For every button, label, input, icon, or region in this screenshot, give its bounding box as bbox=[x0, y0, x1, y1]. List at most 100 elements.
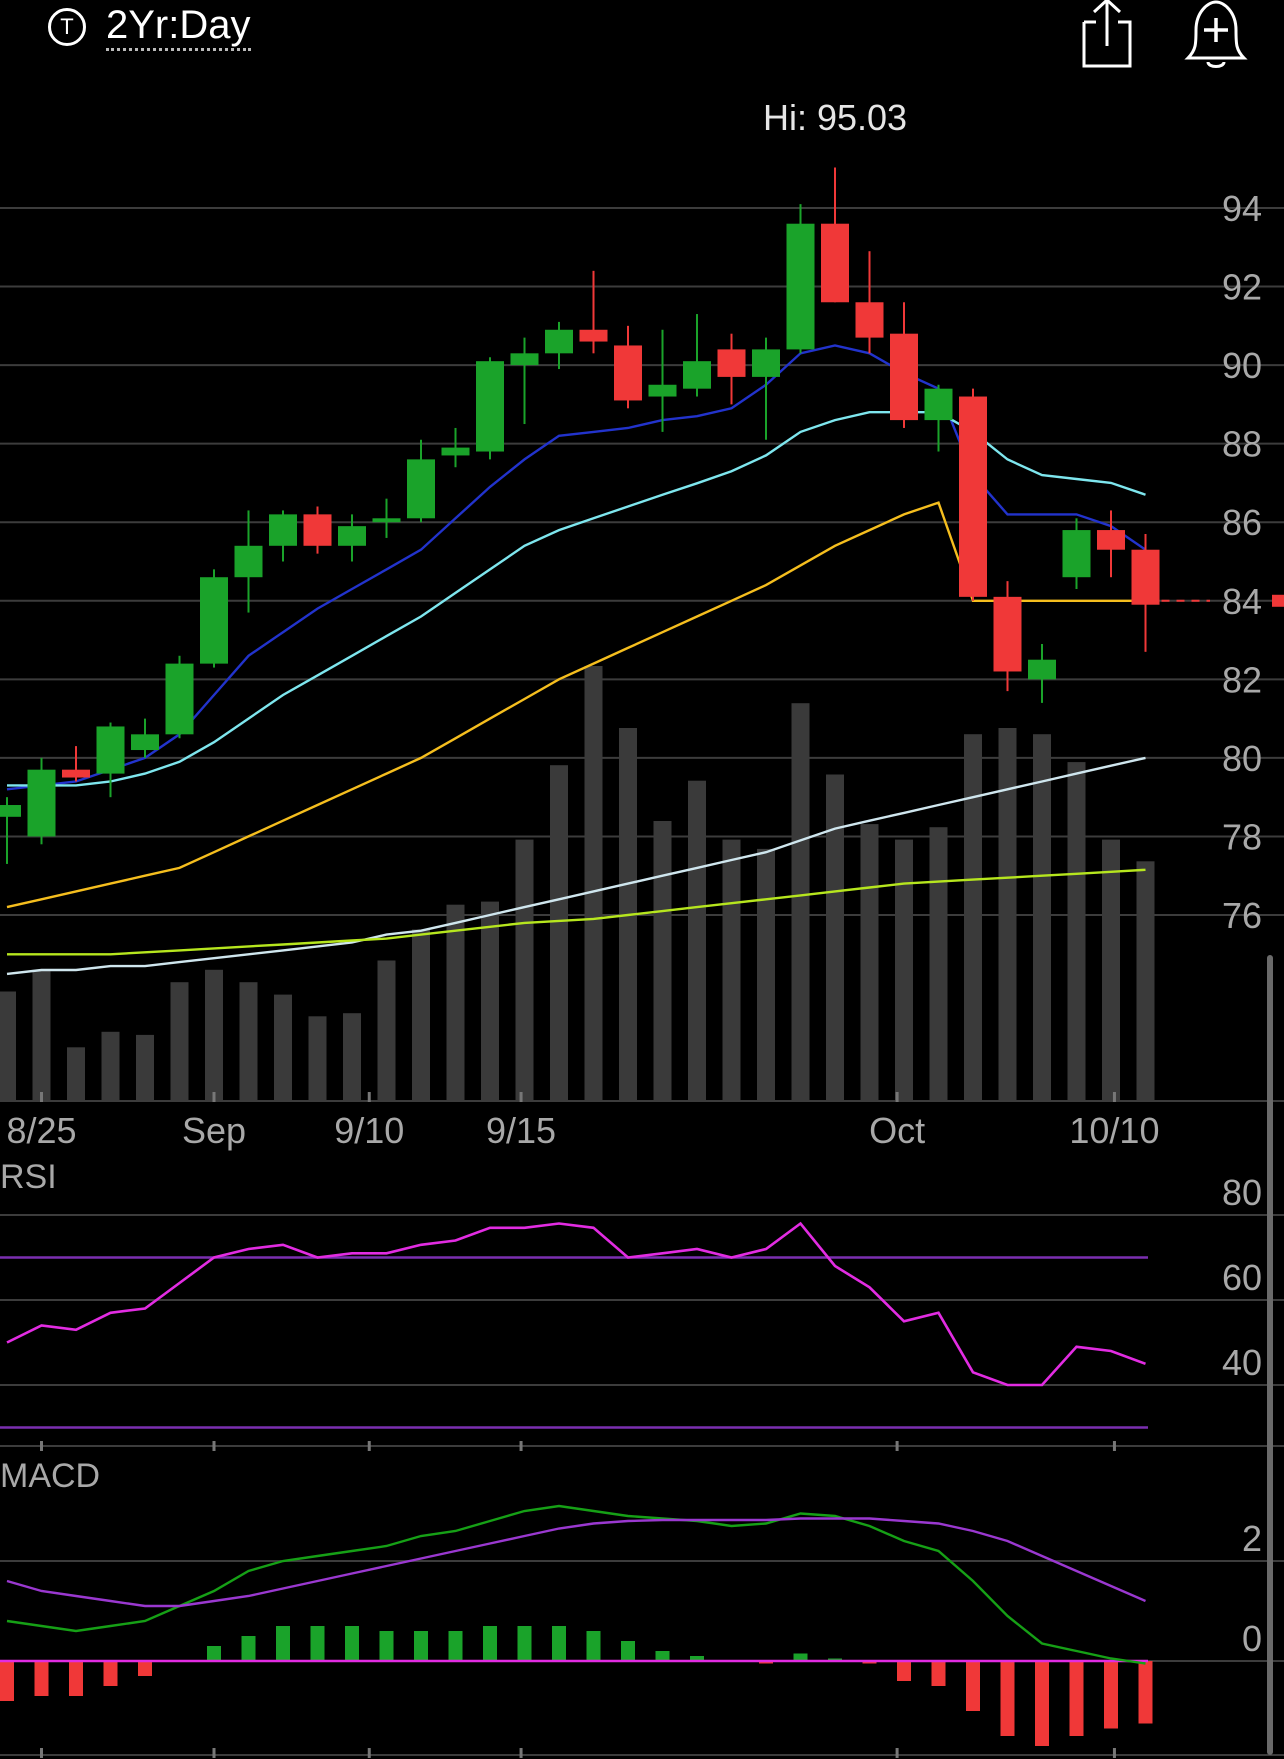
macd-histogram-bar bbox=[621, 1641, 635, 1661]
volume-bar bbox=[1136, 861, 1155, 1100]
price-tick-label: 76 bbox=[1222, 895, 1262, 936]
up-candle bbox=[338, 514, 366, 562]
macd-histogram-bar bbox=[138, 1661, 152, 1676]
volume-bar bbox=[67, 1047, 85, 1100]
down-candle bbox=[821, 167, 849, 303]
vertical-scrollbar[interactable] bbox=[1267, 955, 1273, 1755]
chart-header: T 2Yr:Day bbox=[0, 0, 1284, 70]
candle-body bbox=[579, 329, 608, 342]
macd-histogram-bar bbox=[1000, 1661, 1015, 1736]
date-tick-label: 9/15 bbox=[486, 1110, 556, 1151]
volume-bar bbox=[205, 969, 223, 1100]
moving-average-lines bbox=[6, 344, 1147, 976]
candle-body bbox=[269, 514, 297, 546]
macd-series-line bbox=[6, 1504, 1146, 1665]
price-tick-label: 92 bbox=[1222, 267, 1262, 308]
candle-body bbox=[959, 396, 987, 597]
macd-histogram-bar bbox=[483, 1626, 497, 1661]
candle-body bbox=[1062, 530, 1091, 578]
candle-body bbox=[0, 805, 21, 817]
macd-histogram-bar bbox=[690, 1656, 704, 1661]
up-candle bbox=[407, 439, 435, 523]
rsi-label: RSI bbox=[0, 1158, 57, 1196]
price-gridlines bbox=[0, 207, 1284, 916]
rsi-line bbox=[6, 1221, 1146, 1387]
candle-body bbox=[648, 384, 677, 397]
candlesticks bbox=[0, 167, 1160, 864]
volume-bar bbox=[653, 821, 672, 1100]
up-candle bbox=[372, 498, 401, 538]
ticker-logo-icon: T bbox=[48, 8, 86, 46]
macd-histogram-bar bbox=[655, 1651, 670, 1661]
volume-bar bbox=[515, 839, 534, 1100]
down-candle bbox=[717, 333, 746, 405]
price-tick-label: 86 bbox=[1222, 502, 1262, 543]
date-tick-label: 9/10 bbox=[334, 1110, 404, 1151]
volume-bar bbox=[895, 839, 913, 1100]
date-axis: 8/25 Sep 9/10 9/15 Oct 10/10 bbox=[0, 1092, 1284, 1151]
up-candle bbox=[131, 718, 159, 758]
candle-body bbox=[890, 333, 918, 421]
down-candle bbox=[890, 302, 918, 428]
candle-body bbox=[1028, 659, 1056, 680]
add-alert-bell-icon[interactable] bbox=[1180, 0, 1252, 72]
macd-histogram-bar bbox=[103, 1661, 118, 1686]
macd-histogram-bar bbox=[34, 1661, 49, 1696]
stock-chart[interactable]: 94 92 90 88 86 84 82 80 78 76 Hi: 95.03 8/25 Sep 9/… bbox=[0, 70, 1284, 1759]
volume-bar bbox=[343, 1013, 361, 1100]
share-icon[interactable] bbox=[1076, 0, 1138, 70]
volume-bar bbox=[550, 765, 568, 1100]
price-tick-label: 88 bbox=[1222, 424, 1262, 465]
volume-bar bbox=[964, 734, 982, 1100]
candle-body bbox=[924, 388, 953, 421]
up-candle bbox=[234, 510, 263, 613]
candle-body bbox=[338, 526, 366, 546]
macd-series-line bbox=[6, 1517, 1146, 1608]
moving-average-line bbox=[6, 756, 1146, 976]
moving-average-line bbox=[7, 411, 1146, 787]
volume-bar bbox=[274, 994, 292, 1100]
down-candle bbox=[1131, 534, 1160, 652]
rsi-tick-label: 80 bbox=[1222, 1172, 1262, 1213]
candle-body bbox=[96, 726, 125, 774]
up-candle bbox=[510, 337, 539, 425]
up-candle bbox=[476, 357, 504, 460]
down-candle bbox=[303, 506, 332, 554]
candle-body bbox=[1097, 530, 1125, 550]
volume-bar bbox=[1102, 839, 1120, 1100]
price-tick-label: 94 bbox=[1222, 188, 1262, 229]
down-candle bbox=[579, 270, 608, 354]
macd-histogram-bar bbox=[586, 1631, 601, 1661]
volume-bar bbox=[1067, 762, 1086, 1100]
up-candle bbox=[200, 569, 228, 668]
macd-histogram-bar bbox=[517, 1626, 532, 1661]
down-candle bbox=[959, 388, 987, 601]
candle-body bbox=[993, 596, 1022, 672]
current-price-marker bbox=[1272, 594, 1284, 607]
volume-bar bbox=[170, 982, 189, 1100]
price-tick-label: 84 bbox=[1222, 581, 1262, 622]
macd-histogram-bar bbox=[414, 1631, 428, 1661]
volume-bar bbox=[377, 960, 396, 1100]
date-tick-label: 10/10 bbox=[1069, 1110, 1159, 1151]
up-candle bbox=[269, 510, 297, 562]
macd-histogram-bar bbox=[69, 1661, 83, 1696]
volume-bar bbox=[929, 827, 948, 1100]
down-candle bbox=[614, 325, 642, 409]
candle-body bbox=[62, 769, 90, 778]
up-candle bbox=[0, 797, 21, 864]
time-range-selector[interactable]: 2Yr:Day bbox=[106, 2, 251, 51]
macd-panel: MACD 2 0 bbox=[0, 1457, 1284, 1758]
candle-body bbox=[752, 349, 780, 377]
volume-bar bbox=[481, 901, 499, 1100]
moving-average-line bbox=[7, 868, 1146, 956]
up-candle bbox=[786, 204, 815, 354]
candle-body bbox=[234, 545, 263, 578]
rsi-panel: RSI 80 60 40 bbox=[0, 1158, 1284, 1451]
macd-histogram-bar bbox=[931, 1661, 946, 1686]
price-annotations: Hi: 95.03 bbox=[763, 97, 1284, 607]
date-tick-label: 8/25 bbox=[6, 1110, 76, 1151]
volume-bar bbox=[860, 824, 879, 1100]
candle-body bbox=[545, 329, 573, 354]
up-candle bbox=[1028, 643, 1056, 703]
